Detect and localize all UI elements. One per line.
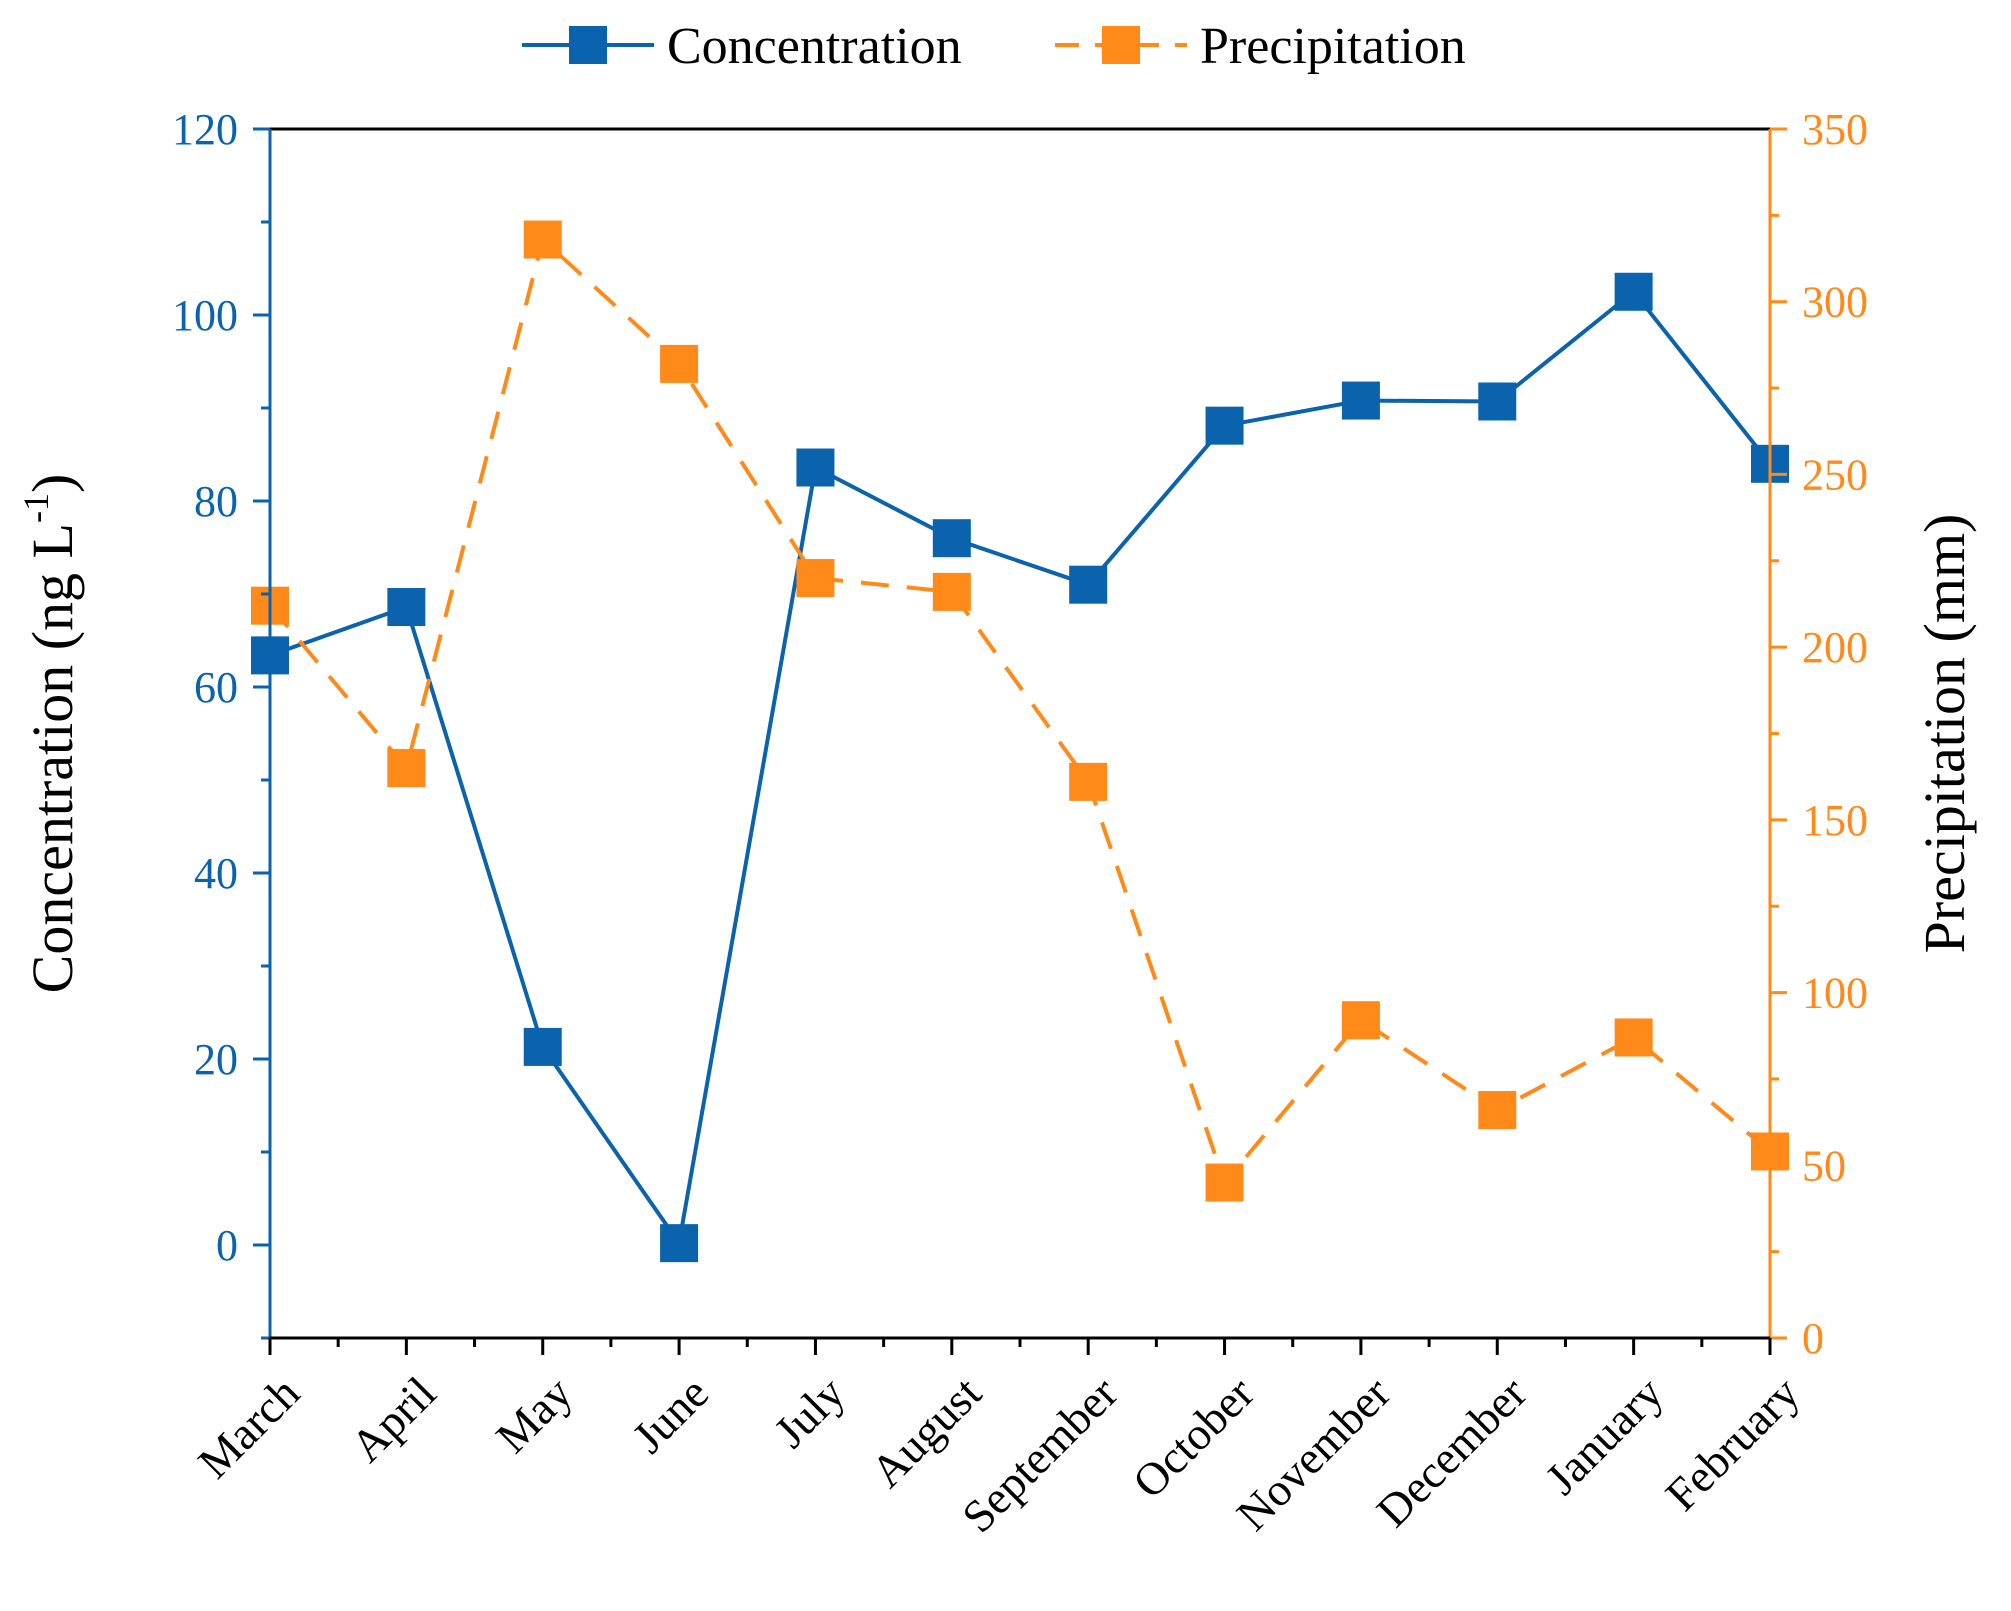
x-tick-label: January	[1535, 1367, 1672, 1504]
x-tick-label: March	[188, 1367, 309, 1488]
precipitation-marker	[1614, 1018, 1653, 1057]
concentration-marker	[523, 1027, 562, 1066]
left-tick-label: 120	[172, 105, 238, 154]
left-tick-label: 0	[216, 1221, 238, 1270]
left-axis-title-close: )	[20, 474, 85, 493]
concentration-marker	[387, 588, 426, 627]
series-concentration	[251, 272, 1789, 1263]
right-axis-title: Precipitation (mm)	[1912, 514, 1977, 954]
concentration-marker	[932, 519, 971, 558]
precipitation-marker	[1341, 1001, 1380, 1040]
legend-label-concentration: Concentration	[667, 18, 962, 75]
x-tick-label: February	[1656, 1367, 1809, 1520]
concentration-marker	[1069, 565, 1108, 604]
x-tick-label: December	[1367, 1367, 1537, 1537]
right-axis: 0 50 100 150 200 250 300 350 Precipitation (mm)	[1768, 105, 1977, 1363]
concentration-marker	[1205, 406, 1244, 445]
right-tick-label: 350	[1802, 105, 1868, 154]
left-tick-label: 100	[172, 291, 238, 340]
precipitation-marker	[932, 572, 971, 611]
legend-marker-precipitation	[1102, 26, 1140, 64]
legend-marker-concentration	[569, 26, 607, 64]
x-tick-label: June	[622, 1367, 718, 1463]
left-axis-title-main: Concentration (ng L	[20, 523, 85, 993]
precipitation-marker	[1478, 1091, 1517, 1130]
precipitation-marker	[1205, 1163, 1244, 1202]
x-axis: March April May June July AugustSeptemberOcto…	[188, 1336, 1809, 1542]
series-precipitation	[251, 220, 1789, 1202]
concentration-marker	[1478, 382, 1517, 421]
precipitation-marker	[1069, 762, 1108, 801]
right-tick-label: 150	[1802, 796, 1868, 845]
x-tick-label: October	[1123, 1367, 1264, 1508]
left-tick-label: 60	[194, 663, 238, 712]
left-tick-label: 40	[194, 849, 238, 898]
left-axis-title-superscript: -1	[16, 493, 56, 523]
concentration-line	[269, 289, 1772, 1246]
legend-label-precipitation: Precipitation	[1200, 18, 1466, 75]
concentration-marker	[1614, 272, 1653, 311]
plot-area	[251, 127, 1789, 1263]
precipitation-marker	[660, 344, 699, 383]
left-tick-label: 20	[194, 1035, 238, 1084]
right-tick-label: 50	[1802, 1141, 1846, 1190]
x-tick-label: August	[861, 1367, 991, 1497]
x-tick-label: July	[764, 1367, 854, 1457]
concentration-marker	[1341, 381, 1380, 420]
right-tick-label: 250	[1802, 450, 1868, 499]
left-axis-title: Concentration (ng L-1)	[16, 474, 85, 994]
precipitation-marker	[796, 559, 835, 598]
left-axis: 0 20 40 60 80 100 120 Concentration (ng L-1)	[16, 105, 272, 1340]
right-tick-label: 200	[1802, 623, 1868, 672]
x-tick-label: May	[486, 1367, 582, 1463]
precipitation-marker	[387, 749, 426, 788]
precipitation-line	[268, 237, 1772, 1185]
concentration-marker	[660, 1224, 699, 1263]
precipitation-marker	[523, 220, 562, 259]
right-tick-label: 300	[1802, 278, 1868, 327]
right-tick-label: 0	[1802, 1314, 1824, 1363]
left-tick-label: 80	[194, 477, 238, 526]
x-tick-label: April	[341, 1367, 446, 1472]
legend: Concentration Precipitation	[522, 18, 1466, 75]
concentration-marker	[796, 448, 835, 487]
right-tick-label: 100	[1802, 969, 1868, 1018]
